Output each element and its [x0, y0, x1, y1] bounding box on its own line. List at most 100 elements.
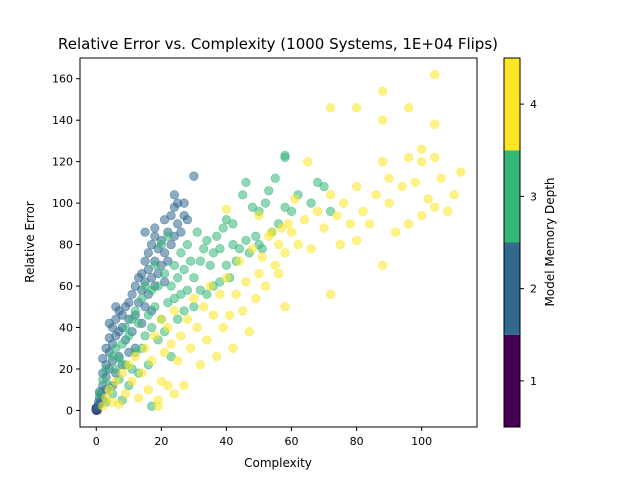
y-tick-label: 40 — [59, 321, 73, 334]
x-tick-label: 80 — [350, 435, 364, 448]
scatter-point-depth-4 — [280, 248, 290, 258]
scatter-point-depth-4 — [202, 335, 212, 345]
scatter-point-depth-4 — [335, 239, 345, 250]
scatter-point-depth-2 — [150, 223, 160, 233]
scatter-point-depth-4 — [345, 219, 355, 229]
scatter-point-depth-3 — [195, 256, 205, 266]
scatter-point-depth-4 — [384, 198, 394, 208]
scatter-point-depth-4 — [114, 399, 124, 409]
scatter-point-depth-3 — [146, 322, 157, 333]
scatter-point-depth-4 — [195, 360, 205, 370]
scatter-point-depth-4 — [280, 302, 290, 312]
scatter-point-depth-3 — [280, 202, 290, 212]
scatter-point-depth-2 — [182, 215, 192, 225]
scatter-point-depth-4 — [199, 302, 209, 312]
scatter-point-depth-2 — [140, 227, 150, 237]
scatter-point-depth-2 — [146, 273, 157, 283]
scatter-point-depth-4 — [218, 322, 228, 333]
scatter-point-depth-3 — [94, 389, 105, 399]
x-tick-label: 60 — [285, 435, 299, 448]
scatter-point-depth-4 — [101, 393, 111, 403]
scatter-point-depth-4 — [156, 376, 166, 386]
x-tick-label: 100 — [411, 435, 432, 448]
scatter-point-depth-3 — [163, 231, 173, 241]
scatter-point-depth-3 — [208, 248, 219, 258]
scatter-point-depth-4 — [410, 177, 420, 187]
scatter-point-depth-2 — [176, 227, 186, 237]
colorbar-segment-3 — [504, 150, 520, 243]
colorbar-segment-4 — [504, 58, 520, 151]
y-tick-label: 100 — [52, 197, 73, 210]
scatter-point-depth-3 — [228, 239, 238, 250]
scatter-point-depth-4 — [286, 227, 297, 237]
scatter-point-depth-4 — [228, 343, 238, 353]
y-axis-label: Relative Error — [23, 201, 37, 283]
scatter-point-depth-4 — [221, 273, 232, 283]
scatter-points — [91, 69, 466, 416]
scatter-point-depth-3 — [153, 281, 163, 291]
scatter-point-depth-4 — [137, 368, 147, 378]
scatter-point-depth-2 — [166, 210, 176, 221]
scatter-point-depth-4 — [378, 260, 388, 270]
scatter-point-depth-3 — [176, 248, 186, 258]
scatter-point-depth-2 — [140, 302, 150, 312]
scatter-point-depth-2 — [146, 239, 157, 250]
scatter-point-depth-2 — [179, 198, 189, 208]
plot-frame — [79, 57, 478, 428]
scatter-point-depth-3 — [160, 269, 170, 279]
scatter-point-depth-3 — [325, 206, 336, 216]
scatter-point-depth-3 — [234, 244, 245, 254]
scatter-point-depth-4 — [273, 269, 284, 279]
scatter-point-depth-3 — [130, 306, 140, 316]
colorbar-tick-label: 2 — [530, 283, 537, 296]
scatter-point-depth-3 — [192, 227, 202, 237]
scatter-point-depth-3 — [215, 277, 225, 287]
scatter-point-depth-4 — [254, 269, 264, 279]
scatter-point-depth-4 — [192, 322, 202, 333]
scatter-point-depth-3 — [189, 273, 199, 283]
scatter-point-depth-4 — [127, 376, 137, 386]
scatter-point-depth-4 — [124, 360, 134, 370]
scatter-point-depth-3 — [182, 285, 192, 295]
colorbar-frame — [503, 57, 521, 428]
scatter-point-depth-3 — [306, 198, 316, 208]
scatter-point-depth-4 — [169, 306, 179, 316]
scatter-point-depth-3 — [251, 231, 261, 241]
scatter-point-depth-4 — [111, 376, 121, 386]
scatter-point-depth-4 — [299, 215, 310, 225]
scatter-point-depth-4 — [260, 281, 271, 291]
scatter-point-depth-4 — [169, 389, 179, 399]
scatter-point-depth-3 — [127, 314, 137, 324]
scatter-point-depth-4 — [325, 103, 336, 113]
scatter-point-depth-4 — [338, 198, 349, 208]
scatter-point-depth-3 — [179, 306, 189, 316]
scatter-point-depth-4 — [423, 194, 433, 204]
scatter-point-depth-3 — [146, 285, 157, 295]
scatter-point-depth-4 — [146, 356, 157, 366]
scatter-point-depth-4 — [231, 289, 241, 299]
scatter-point-depth-2 — [163, 256, 173, 266]
y-tick-label: 0 — [66, 404, 73, 417]
scatter-point-depth-2 — [189, 171, 199, 181]
scatter-point-depth-4 — [133, 393, 144, 403]
x-axis-ticks: 0 20 40 60 80 100 — [93, 427, 432, 448]
colorbar-label: Model Memory Depth — [543, 177, 557, 306]
scatter-point-depth-4 — [443, 206, 453, 216]
scatter-point-depth-4 — [267, 227, 277, 237]
scatter-point-depth-4 — [270, 260, 280, 270]
y-tick-label: 140 — [52, 114, 73, 127]
scatter-point-depth-4 — [163, 380, 173, 391]
y-tick-label: 160 — [52, 73, 73, 86]
scatter-point-depth-4 — [404, 103, 414, 113]
scatter-point-depth-4 — [173, 356, 183, 366]
scatter-point-depth-3 — [163, 298, 173, 308]
scatter-point-depth-2 — [160, 248, 170, 258]
scatter-point-depth-2 — [130, 281, 140, 291]
scatter-point-depth-4 — [166, 339, 176, 349]
colorbar-segment-1 — [504, 334, 520, 427]
scatter-point-depth-3 — [215, 244, 225, 254]
x-axis-label: Complexity — [244, 456, 312, 470]
scatter-point-depth-3 — [238, 190, 248, 200]
scatter-point-depth-4 — [150, 331, 160, 341]
scatter-point-depth-2 — [127, 289, 137, 299]
